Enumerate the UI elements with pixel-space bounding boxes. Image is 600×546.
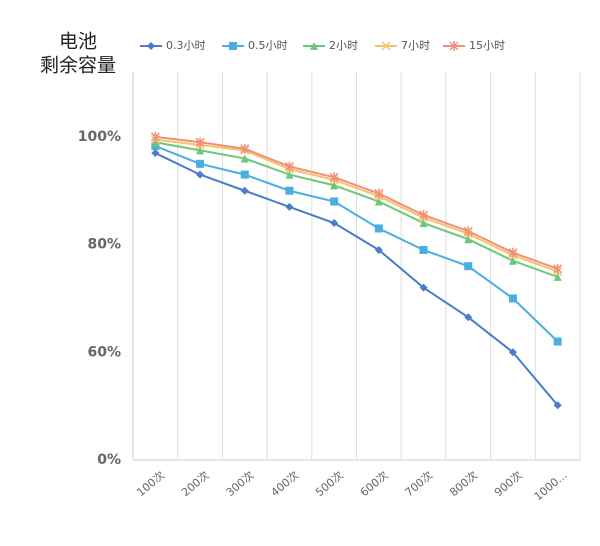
marker xyxy=(464,235,473,244)
y-tick-label: 60% xyxy=(87,344,121,360)
marker xyxy=(330,197,339,206)
marker xyxy=(151,149,160,158)
series-line xyxy=(155,138,558,273)
x-tick-label: 400次 xyxy=(268,468,302,499)
marker xyxy=(196,170,205,179)
marker xyxy=(329,172,339,183)
x-tick-label: 100次 xyxy=(134,468,168,499)
marker xyxy=(508,247,518,258)
legend-label: 0.5小时 xyxy=(248,39,288,52)
marker xyxy=(374,197,383,206)
legend-label: 0.3小时 xyxy=(166,39,206,52)
series-line xyxy=(155,135,558,270)
marker xyxy=(464,313,473,322)
marker xyxy=(419,245,428,254)
marker xyxy=(310,42,318,50)
marker xyxy=(240,154,249,163)
marker xyxy=(419,209,429,220)
marker xyxy=(147,42,155,50)
legend-label: 7小时 xyxy=(401,39,430,52)
marker xyxy=(240,186,249,195)
marker xyxy=(196,159,205,168)
marker xyxy=(508,294,517,303)
marker xyxy=(151,138,160,147)
marker xyxy=(240,170,249,179)
marker xyxy=(330,181,339,190)
legend-label: 15小时 xyxy=(469,39,505,52)
legend-label: 2小时 xyxy=(329,39,358,52)
marker xyxy=(150,131,160,142)
marker xyxy=(553,263,563,274)
series-line xyxy=(154,152,559,406)
marker xyxy=(374,245,383,254)
marker xyxy=(508,348,517,357)
marker xyxy=(381,41,391,51)
x-tick-label: 600次 xyxy=(357,468,391,499)
marker xyxy=(464,262,473,271)
marker xyxy=(463,226,473,237)
marker xyxy=(553,272,562,281)
marker xyxy=(374,188,384,199)
marker xyxy=(285,202,294,211)
x-tick-label: 1000... xyxy=(532,469,570,504)
y-tick-label: 0% xyxy=(97,452,121,468)
marker xyxy=(196,146,205,155)
y-axis-title: 电池 xyxy=(59,31,97,53)
x-tick-label: 800次 xyxy=(447,468,481,499)
marker xyxy=(240,143,250,154)
x-tick-label: 900次 xyxy=(491,468,525,499)
y-axis-title: 剩余容量 xyxy=(40,55,116,77)
marker xyxy=(374,224,383,233)
marker xyxy=(285,170,294,179)
marker xyxy=(553,401,562,410)
x-tick-label: 200次 xyxy=(178,468,212,499)
marker xyxy=(449,41,459,51)
marker xyxy=(553,337,562,346)
marker xyxy=(284,161,294,172)
x-tick-label: 300次 xyxy=(223,468,257,499)
marker xyxy=(330,219,339,228)
marker xyxy=(285,186,294,195)
x-tick-label: 700次 xyxy=(402,468,436,499)
marker xyxy=(229,42,237,50)
marker xyxy=(419,283,428,292)
marker xyxy=(195,137,205,148)
marker xyxy=(508,256,517,265)
marker xyxy=(419,219,428,228)
y-tick-label: 80% xyxy=(87,237,121,253)
x-tick-label: 500次 xyxy=(312,468,346,499)
series-line xyxy=(154,145,559,343)
y-tick-label: 100% xyxy=(78,129,121,145)
series-line xyxy=(155,141,558,278)
